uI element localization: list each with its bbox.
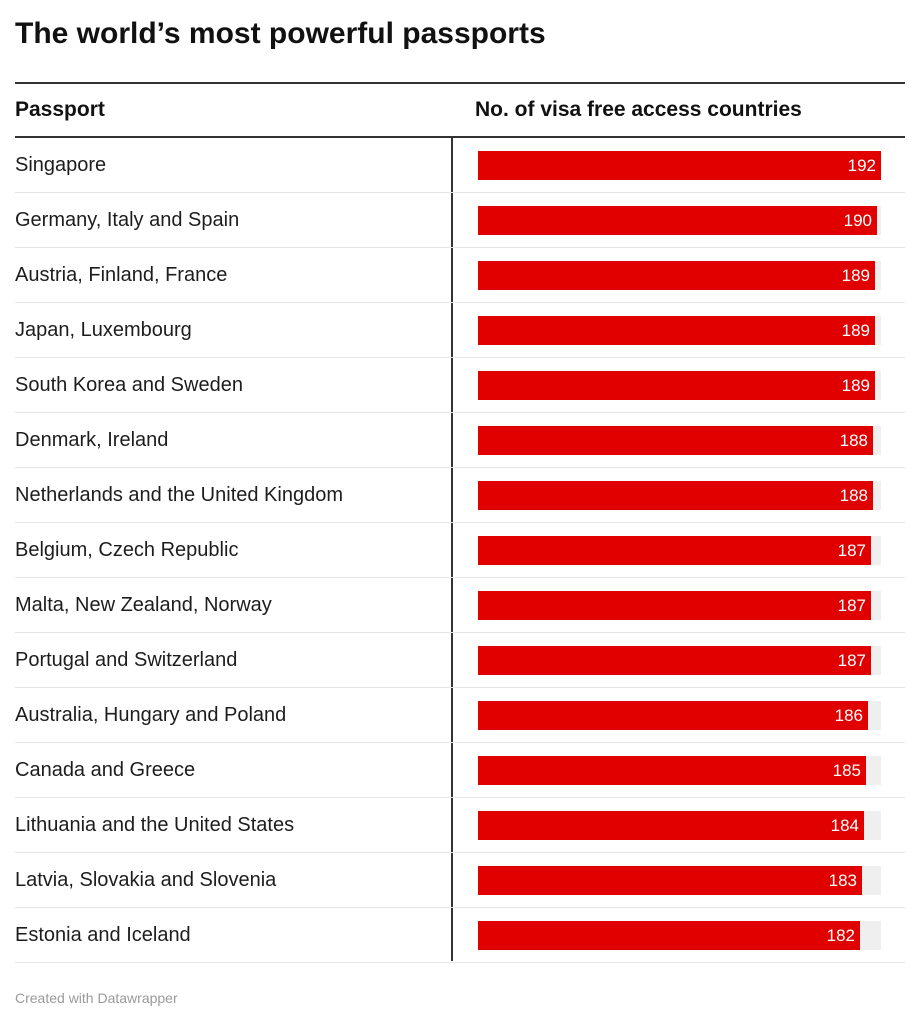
- passport-label: Denmark, Ireland: [15, 429, 169, 451]
- bar-track: 187: [478, 536, 881, 565]
- table-body: Singapore 192 Germany, Italy and Spain 190 A…: [15, 138, 905, 963]
- table-row: Canada and Greece 185: [15, 743, 905, 798]
- bar-value-label: 192: [847, 156, 876, 175]
- passport-label: Singapore: [15, 154, 107, 176]
- bar-track: 188: [478, 426, 881, 455]
- bar: 186: [478, 701, 868, 730]
- bar-track: 188: [478, 481, 881, 510]
- bar: 189: [478, 261, 875, 290]
- bar: 192: [478, 151, 881, 180]
- bar: 187: [478, 591, 871, 620]
- passport-label: Portugal and Switzerland: [15, 649, 238, 671]
- table-row: Latvia, Slovakia and Slovenia 183: [15, 853, 905, 908]
- bar-track: 189: [478, 371, 881, 400]
- passport-label: Belgium, Czech Republic: [15, 539, 239, 561]
- bar-value-label: 187: [837, 651, 866, 670]
- bar-value-label: 186: [834, 706, 863, 725]
- header-row: Passport No. of visa free access countri…: [15, 84, 905, 138]
- table-row: Singapore 192: [15, 138, 905, 193]
- bar-track: 186: [478, 701, 881, 730]
- table-row: Portugal and Switzerland 187: [15, 633, 905, 688]
- table-row: Malta, New Zealand, Norway 187: [15, 578, 905, 633]
- table-row: Denmark, Ireland 188: [15, 413, 905, 468]
- bar: 187: [478, 536, 871, 565]
- bar-track: 192: [478, 151, 881, 180]
- passport-label: Latvia, Slovakia and Slovenia: [15, 869, 277, 891]
- table-row: Germany, Italy and Spain 190: [15, 193, 905, 248]
- column-header-visa-free: No. of visa free access countries: [475, 98, 802, 121]
- bar: 188: [478, 481, 873, 510]
- bar-track: 185: [478, 756, 881, 785]
- bar-value-label: 183: [828, 871, 857, 890]
- bar-value-label: 182: [826, 926, 855, 945]
- bar-value-label: 189: [841, 266, 870, 285]
- bar-value-label: 185: [832, 761, 861, 780]
- bar-value-label: 187: [837, 541, 866, 560]
- table-row: South Korea and Sweden 189: [15, 358, 905, 413]
- passport-label: Netherlands and the United Kingdom: [15, 484, 343, 506]
- passport-table: Passport No. of visa free access countri…: [15, 82, 905, 963]
- bar: 187: [478, 646, 871, 675]
- table-row: Belgium, Czech Republic 187: [15, 523, 905, 578]
- passport-label: Lithuania and the United States: [15, 814, 295, 836]
- bar: 189: [478, 316, 875, 345]
- bar-track: 190: [478, 206, 881, 235]
- passport-label: Malta, New Zealand, Norway: [15, 594, 272, 616]
- bar: 185: [478, 756, 866, 785]
- bar-track: 184: [478, 811, 881, 840]
- bar-track: 189: [478, 261, 881, 290]
- bar-track: 182: [478, 921, 881, 950]
- bar-track: 187: [478, 591, 881, 620]
- bar: 188: [478, 426, 873, 455]
- table-row: Lithuania and the United States 184: [15, 798, 905, 853]
- top-rule: [15, 82, 905, 84]
- passport-label: Estonia and Iceland: [15, 924, 191, 946]
- bar: 183: [478, 866, 862, 895]
- table-row: Austria, Finland, France 189: [15, 248, 905, 303]
- bar: 182: [478, 921, 860, 950]
- page-title: The world’s most powerful passports: [15, 17, 546, 50]
- column-divider: [451, 138, 453, 961]
- bar-value-label: 190: [843, 211, 872, 230]
- table-row: Japan, Luxembourg 189: [15, 303, 905, 358]
- bar-value-label: 188: [839, 431, 868, 450]
- bar-value-label: 187: [837, 596, 866, 615]
- credit-text: Created with Datawrapper: [15, 990, 178, 1006]
- bar: 184: [478, 811, 864, 840]
- passport-label: Australia, Hungary and Poland: [15, 704, 287, 726]
- table-row: Netherlands and the United Kingdom 188: [15, 468, 905, 523]
- passport-label: Germany, Italy and Spain: [15, 209, 240, 231]
- bar-value-label: 184: [830, 816, 859, 835]
- column-header-passport: Passport: [15, 98, 105, 121]
- bar-track: 189: [478, 316, 881, 345]
- bar-track: 187: [478, 646, 881, 675]
- passport-label: Austria, Finland, France: [15, 264, 228, 286]
- bar-value-label: 189: [841, 376, 870, 395]
- passport-label: Canada and Greece: [15, 759, 196, 781]
- bar-track: 183: [478, 866, 881, 895]
- table-row: Estonia and Iceland 182: [15, 908, 905, 963]
- bar-value-label: 188: [839, 486, 868, 505]
- bar: 189: [478, 371, 875, 400]
- table-row: Australia, Hungary and Poland 186: [15, 688, 905, 743]
- passport-label: South Korea and Sweden: [15, 374, 243, 396]
- bar: 190: [478, 206, 877, 235]
- bar-value-label: 189: [841, 321, 870, 340]
- passport-label: Japan, Luxembourg: [15, 319, 192, 341]
